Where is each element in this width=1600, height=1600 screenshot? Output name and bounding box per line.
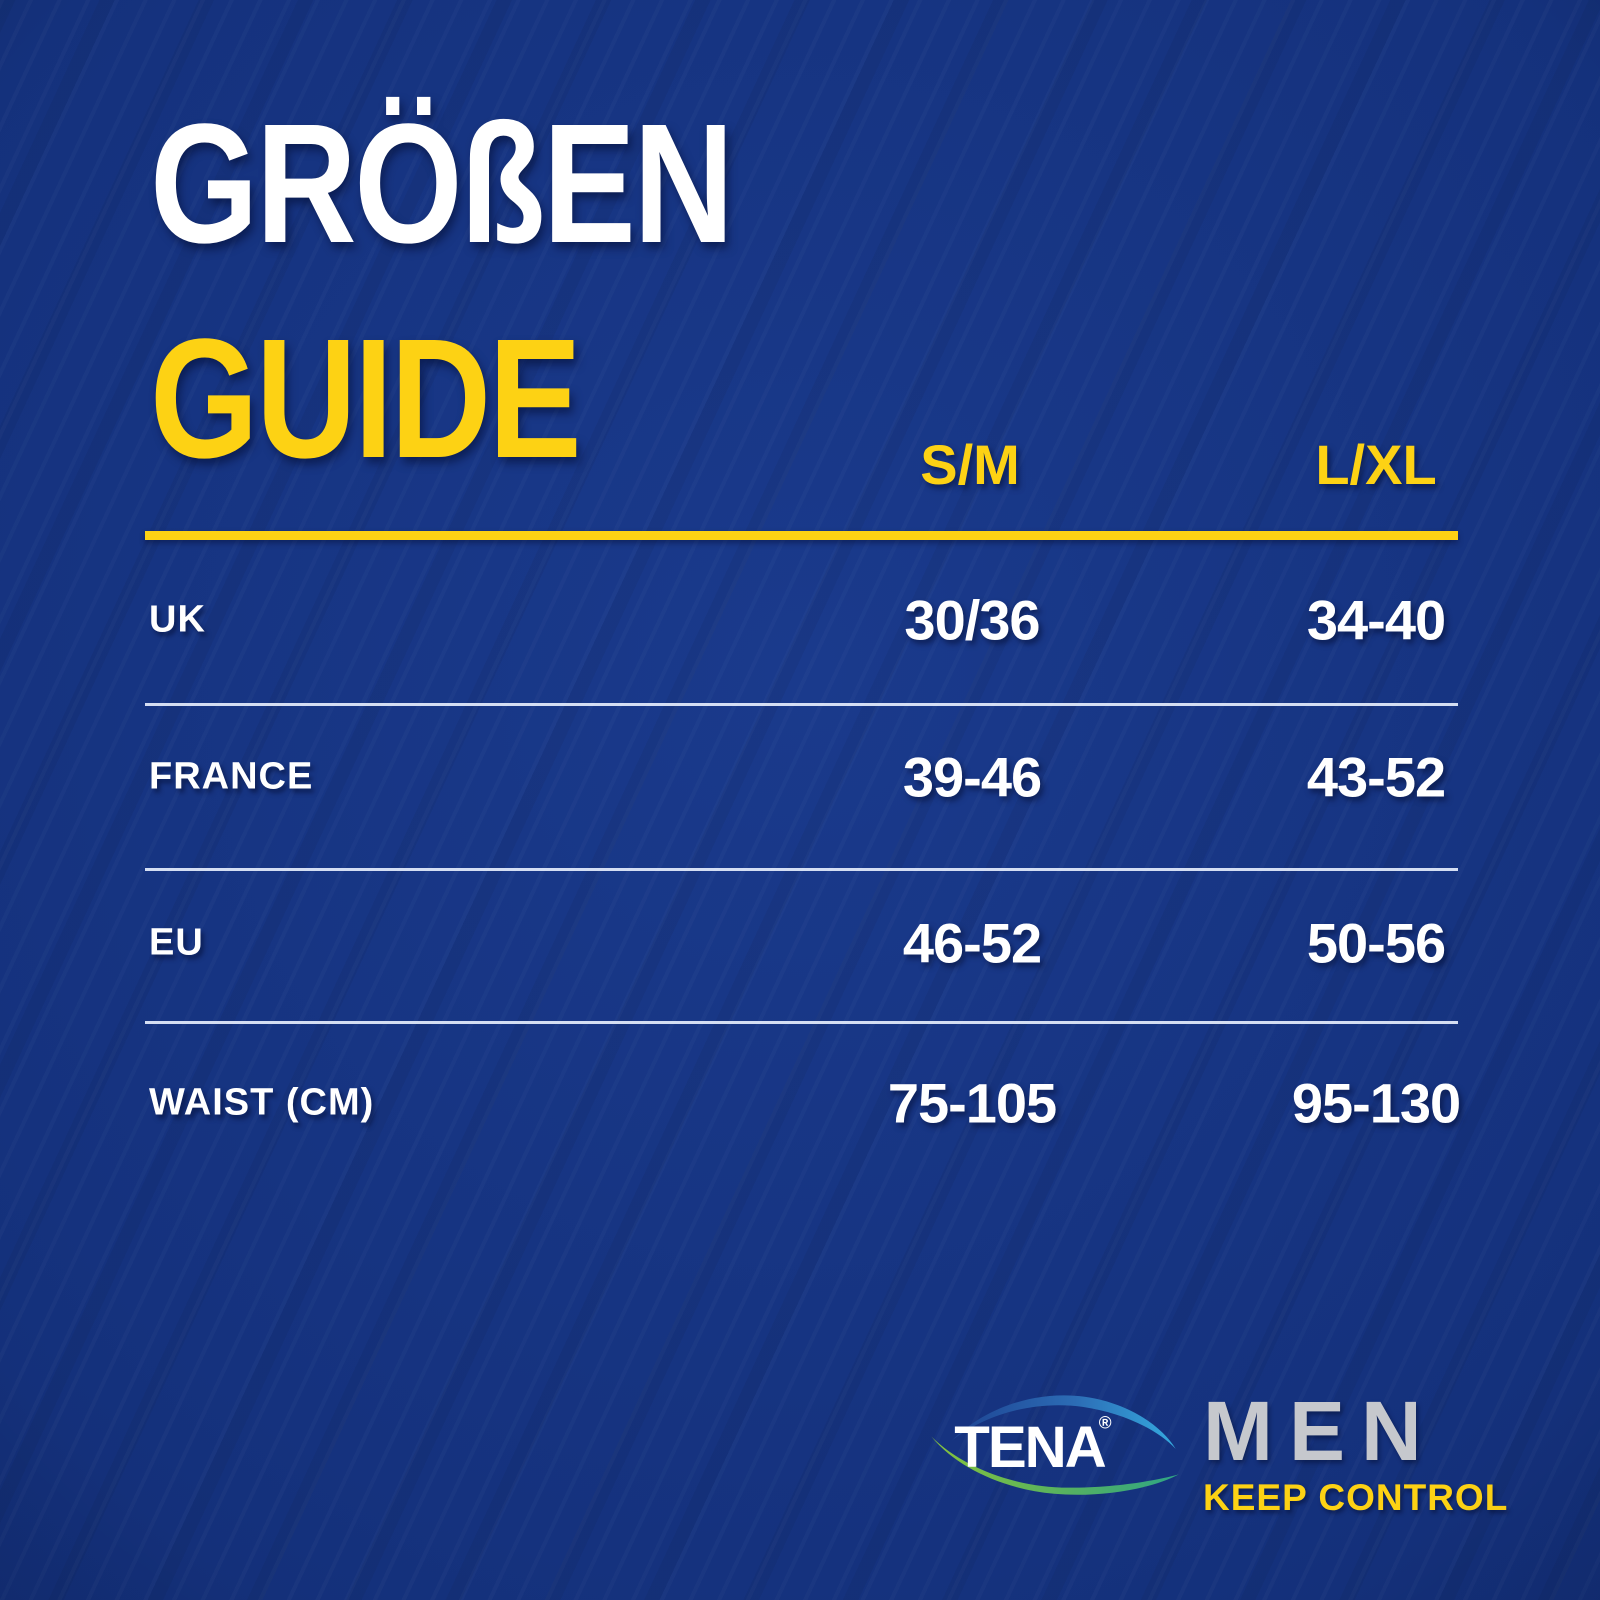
column-header-sm: S/M (920, 433, 1020, 496)
table-row-uk: UK 30/36 34-40 (145, 575, 1458, 665)
row-label: UK (149, 598, 206, 641)
product-line-name: MEN (1203, 1384, 1438, 1478)
cell-waist-sm: 75-105 (887, 1071, 1057, 1135)
cell-france-lxl: 43-52 (1306, 745, 1446, 809)
row-divider (145, 1021, 1458, 1024)
cell-uk-lxl: 34-40 (1306, 588, 1446, 652)
title-line-2: GUIDE (150, 304, 582, 494)
row-divider (145, 868, 1458, 871)
header-rule (145, 531, 1458, 540)
brand-logo: TENA ® MEN KEEP CONTROL (915, 1384, 1509, 1535)
tena-wordmark: TENA (954, 1415, 1105, 1480)
tena-blue-swoosh (951, 1395, 1176, 1449)
row-label: FRANCE (149, 755, 314, 798)
registered-mark: ® (1099, 1412, 1112, 1432)
title-line-1: GRÖßEN (150, 89, 734, 279)
table-row-waist: WAIST (CM) 75-105 95-130 (145, 1058, 1461, 1148)
cell-uk-sm: 30/36 (904, 588, 1040, 652)
row-label: EU (149, 921, 204, 964)
row-divider (145, 703, 1458, 706)
row-label: WAIST (CM) (149, 1081, 375, 1124)
cell-eu-lxl: 50-56 (1306, 911, 1446, 975)
page-title: GRÖßEN GUIDE (150, 89, 859, 530)
brand-tagline: KEEP CONTROL (1203, 1477, 1509, 1518)
cell-france-sm: 39-46 (902, 745, 1042, 809)
tena-logo-icon: TENA ® (931, 1395, 1179, 1495)
table-row-france: FRANCE 39-46 43-52 (145, 732, 1458, 822)
column-header-lxl: L/XL (1315, 433, 1437, 496)
cell-waist-lxl: 95-130 (1291, 1071, 1461, 1135)
product-line-block: MEN KEEP CONTROL (1203, 1384, 1509, 1519)
cell-eu-sm: 46-52 (902, 911, 1042, 975)
table-row-eu: EU 46-52 50-56 (145, 898, 1458, 988)
